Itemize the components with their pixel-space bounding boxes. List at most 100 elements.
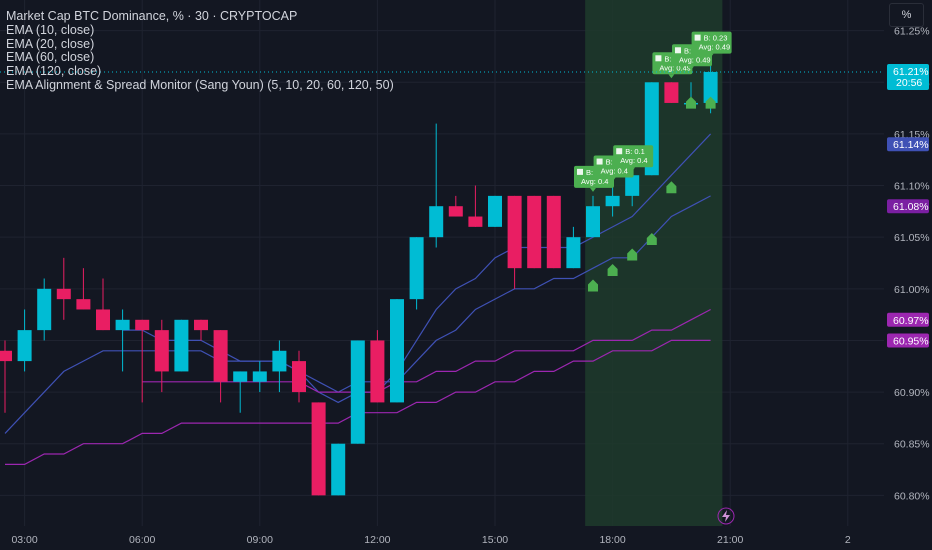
- candle-body: [96, 309, 110, 331]
- legend-ema10[interactable]: EMA (10, close): [6, 22, 95, 37]
- price-tag: 61.21%20:56: [887, 63, 929, 90]
- candle-body: [135, 319, 150, 331]
- candle: [233, 371, 248, 413]
- x-tick-label: 12:00: [364, 534, 390, 546]
- price-tag-label: 60.95%: [893, 335, 929, 347]
- highlight-zone: [585, 0, 723, 526]
- price-tag-box: [887, 199, 929, 214]
- y-tick-label: 60.80%: [894, 490, 930, 502]
- signal-marker: [686, 96, 696, 109]
- signal-label-line2: Avg: 0.49: [679, 55, 711, 64]
- candle-body: [213, 330, 228, 382]
- legend-monitor[interactable]: EMA Alignment & Spread Monitor (Sang You…: [6, 77, 394, 92]
- candle: [174, 319, 189, 372]
- price-tag-label: 61.08%: [893, 201, 929, 213]
- candle-body: [703, 71, 718, 103]
- x-tick-label: 18:00: [599, 534, 625, 546]
- candle: [664, 82, 679, 103]
- signal-marker: [627, 248, 638, 261]
- signal-label-box: [613, 145, 654, 168]
- candles: [0, 61, 718, 496]
- signal-marker: [705, 96, 716, 109]
- grid: [0, 0, 884, 526]
- candle-body: [429, 206, 444, 238]
- x-tick-label: 2: [845, 534, 851, 546]
- price-tag-label: 61.14%: [893, 139, 929, 151]
- chart-icon: [577, 168, 583, 175]
- candle-body: [409, 237, 424, 300]
- price-tag: 61.08%: [887, 199, 929, 214]
- legend-ema20[interactable]: EMA (20, close): [6, 36, 95, 51]
- candle-body: [586, 206, 600, 238]
- price-tag-label: 60.97%: [893, 315, 929, 327]
- candle-body: [17, 330, 32, 362]
- price-tag-label: 61.21%: [893, 66, 929, 78]
- chart-icon: [675, 47, 681, 54]
- price-tag-box: [887, 137, 929, 152]
- candle-body: [76, 299, 91, 310]
- x-axis: 03:00 06:00 09:00 12:00 15:00 18:00 21:00 2: [11, 534, 850, 546]
- candle: [527, 195, 542, 269]
- price-tag-box: [887, 333, 929, 348]
- candle: [546, 195, 561, 269]
- candle-body: [370, 340, 385, 403]
- chart-icon: [655, 55, 662, 62]
- chart-icon: [596, 158, 603, 165]
- x-tick-label: 09:00: [247, 534, 273, 546]
- candle: [135, 319, 150, 403]
- candle: [115, 309, 130, 372]
- y-tick-label: 61.25%: [894, 26, 930, 38]
- legend-ema120[interactable]: EMA (120, close): [6, 64, 102, 79]
- chart-icon: [616, 148, 623, 155]
- signal-label-line2: Avg: 0.4: [620, 156, 647, 165]
- candle-body: [292, 361, 306, 393]
- signal-label-pointer: [609, 177, 616, 182]
- signal-marker: [646, 233, 657, 246]
- signal-label-line2: Avg: 0.49: [699, 43, 731, 52]
- candle: [390, 299, 404, 403]
- legend-ema60[interactable]: EMA (60, close): [6, 50, 95, 65]
- candle: [448, 195, 463, 217]
- x-tick-label: 21:00: [717, 534, 743, 546]
- candle: [409, 237, 424, 310]
- candle: [272, 340, 287, 393]
- chart-icon: [694, 34, 701, 41]
- percent-scale-button[interactable]: %: [889, 3, 924, 27]
- candle: [37, 278, 52, 341]
- candle: [468, 185, 483, 227]
- y-tick-label: 61.00%: [894, 284, 930, 296]
- candle-body: [605, 195, 620, 207]
- signal-markers: [588, 96, 716, 292]
- legend-title[interactable]: Market Cap BTC Dominance, % · 30 · CRYPT…: [6, 9, 298, 23]
- candle: [76, 268, 91, 310]
- x-tick-label: 03:00: [11, 534, 37, 546]
- price-tag-box: [887, 312, 929, 327]
- signal-label-line1: B: 0.1: [625, 147, 645, 156]
- candle: [429, 123, 444, 248]
- signal-label-box: [691, 31, 732, 54]
- candle: [586, 195, 600, 238]
- candle-body: [115, 319, 130, 331]
- signal-label-line2: Avg: 0.4: [581, 177, 608, 186]
- candle-body: [488, 195, 502, 227]
- candle: [331, 443, 346, 496]
- signal-label-line2: Avg: 0.49: [659, 63, 691, 72]
- signal-marker: [588, 279, 598, 292]
- signal-label-pointer: [688, 66, 694, 71]
- signal-marker: [666, 181, 677, 194]
- candle: [488, 195, 502, 227]
- signal-label-line2: Avg: 0.4: [601, 167, 628, 176]
- candle: [0, 340, 12, 413]
- y-tick-label: 60.90%: [894, 387, 930, 399]
- y-tick-label: 61.05%: [894, 232, 930, 244]
- candle-body: [468, 216, 483, 227]
- x-tick-label: 15:00: [482, 534, 508, 546]
- lightning-icon: [717, 507, 735, 525]
- signal-label-pointer: [629, 167, 636, 172]
- signal-marker: [607, 264, 618, 276]
- candle-body: [507, 195, 522, 269]
